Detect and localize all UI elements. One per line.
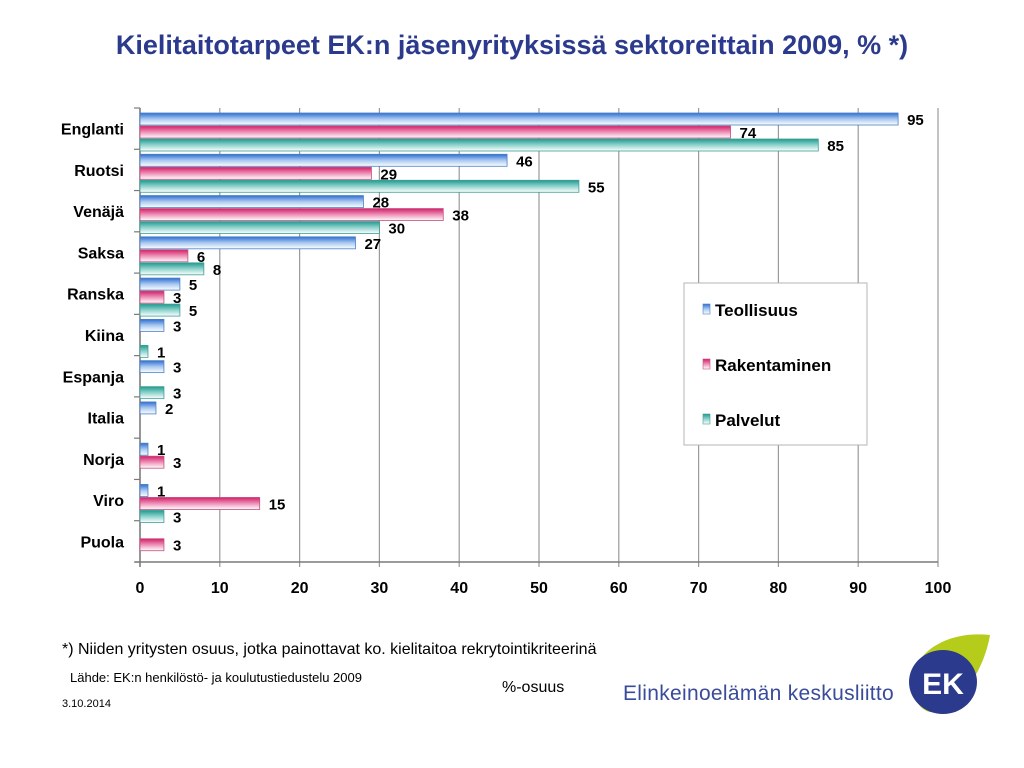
data-label: 55 xyxy=(588,179,605,196)
source-note: Lähde: EK:n henkilöstö- ja koulutustiedu… xyxy=(70,670,362,685)
bar-teollisuus xyxy=(139,484,149,497)
x-tick-label: 10 xyxy=(211,580,229,597)
bar-teollisuus xyxy=(139,112,899,126)
legend-label-palvelut: Palvelut xyxy=(715,411,781,430)
data-label: 8 xyxy=(213,262,221,279)
x-tick-label: 60 xyxy=(610,580,628,597)
bar-rakentaminen xyxy=(139,455,165,469)
data-label: 2 xyxy=(165,401,173,418)
x-tick-label: 50 xyxy=(530,580,548,597)
data-label: 1 xyxy=(157,483,165,500)
x-tick-label: 0 xyxy=(136,580,145,597)
bar-palvelut xyxy=(139,179,580,193)
bar-teollisuus xyxy=(139,236,356,250)
bar-palvelut xyxy=(139,138,819,152)
bars xyxy=(139,112,899,552)
data-label: 3 xyxy=(173,290,181,307)
legend: Teollisuus Rakentaminen Palvelut xyxy=(683,282,868,446)
bar-palvelut xyxy=(139,344,149,358)
bar-teollisuus xyxy=(139,318,165,332)
bar-palvelut xyxy=(139,262,205,276)
category-label: Ranska xyxy=(67,287,124,304)
bar-teollisuus xyxy=(139,360,165,374)
data-label: 5 xyxy=(189,303,197,320)
x-tick-label: 30 xyxy=(371,580,389,597)
bar-rakentaminen xyxy=(139,208,444,221)
data-label: 5 xyxy=(189,277,197,294)
bar-palvelut xyxy=(139,303,181,317)
x-axis-label: %-osuus xyxy=(502,679,565,696)
bar-teollisuus xyxy=(139,277,181,291)
bar-teollisuus xyxy=(139,401,157,415)
bar-rakentaminen xyxy=(139,290,165,304)
bar-rakentaminen xyxy=(139,538,165,552)
category-label: Kiina xyxy=(85,328,124,345)
legend-swatch-rakentaminen xyxy=(702,358,711,370)
category-label: Espanja xyxy=(63,369,124,386)
x-tick-label: 70 xyxy=(690,580,708,597)
data-label: 3 xyxy=(173,318,181,335)
data-label: 74 xyxy=(740,125,757,142)
data-label: 30 xyxy=(388,221,405,238)
bar-teollisuus xyxy=(139,442,149,456)
organization-name: Elinkeinoelämän keskusliitto xyxy=(623,682,895,705)
data-label: 3 xyxy=(173,509,181,526)
bar-rakentaminen xyxy=(139,166,372,180)
category-label: Italia xyxy=(88,411,125,428)
category-label: Puola xyxy=(80,534,124,551)
category-label: Norja xyxy=(83,452,124,469)
bar-rakentaminen xyxy=(139,497,261,510)
data-label: 3 xyxy=(173,360,181,377)
bar-rakentaminen xyxy=(139,125,731,139)
legend-label-rakentaminen: Rakentaminen xyxy=(715,356,831,375)
bar-palvelut xyxy=(139,386,165,400)
data-label: 3 xyxy=(173,386,181,403)
category-label: Saksa xyxy=(78,245,124,262)
x-tick-labels: 0 10 20 30 40 50 60 70 80 90 100 xyxy=(136,580,952,597)
date-stamp: 3.10.2014 xyxy=(62,698,111,710)
footnote: *) Niiden yritysten osuus, jotka painott… xyxy=(62,641,597,658)
x-tick-label: 100 xyxy=(925,580,952,597)
bar-teollisuus xyxy=(139,153,508,167)
x-tick-label: 90 xyxy=(849,580,867,597)
data-label: 3 xyxy=(173,455,181,472)
data-label: 1 xyxy=(157,442,165,459)
data-label: 1 xyxy=(157,344,165,361)
chart-title: Kielitaitotarpeet EK:n jäsenyrityksissä … xyxy=(115,30,909,60)
data-label: 28 xyxy=(372,195,389,212)
data-label: 27 xyxy=(364,236,381,253)
bar-palvelut xyxy=(139,221,380,234)
data-label: 6 xyxy=(197,249,205,266)
legend-box xyxy=(683,282,868,446)
x-tick-label: 80 xyxy=(770,580,788,597)
data-label: 38 xyxy=(452,208,469,225)
logo-text: EK xyxy=(922,668,964,701)
category-label: Venäjä xyxy=(73,204,124,221)
data-label: 29 xyxy=(380,166,397,183)
legend-label-teollisuus: Teollisuus xyxy=(715,301,798,320)
category-label: Viro xyxy=(93,493,124,510)
x-tick-label: 40 xyxy=(450,580,468,597)
category-label: Englanti xyxy=(61,122,124,139)
legend-swatch-teollisuus xyxy=(702,303,711,315)
data-label: 15 xyxy=(269,496,286,513)
bar-teollisuus xyxy=(139,195,364,208)
data-label: 3 xyxy=(173,538,181,555)
data-label: 95 xyxy=(907,112,924,129)
x-tick-label: 20 xyxy=(291,580,309,597)
data-label: 46 xyxy=(516,153,533,170)
ek-logo: EK xyxy=(909,634,990,714)
bar-palvelut xyxy=(139,510,165,523)
data-label: 85 xyxy=(827,138,844,155)
category-labels: Englanti Ruotsi Venäjä Saksa Ranska Kiina Espa… xyxy=(61,122,124,552)
category-label: Ruotsi xyxy=(74,163,124,180)
legend-swatch-palvelut xyxy=(702,413,711,425)
bar-rakentaminen xyxy=(139,249,189,263)
